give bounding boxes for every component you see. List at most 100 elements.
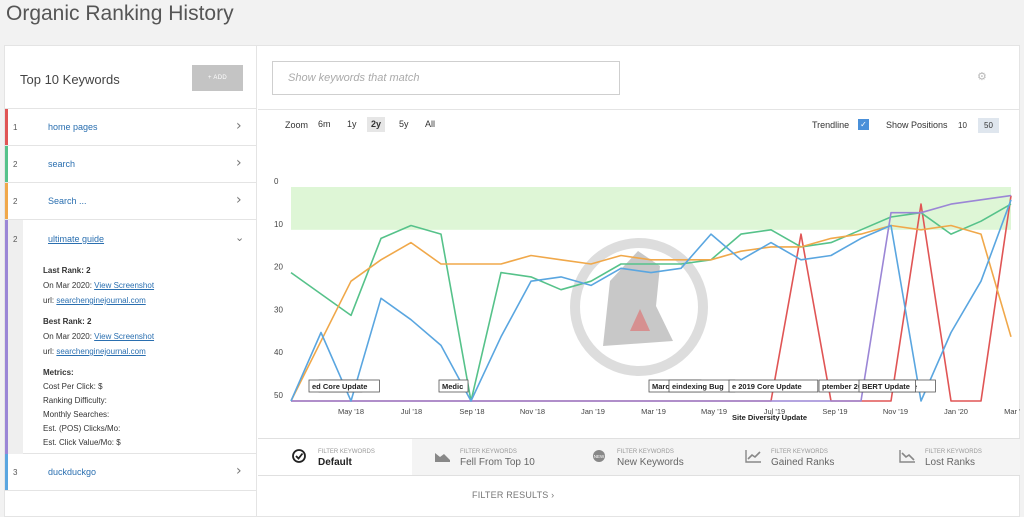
series-line: [290, 224, 1012, 402]
last-rank: Last Rank: 2: [43, 266, 91, 275]
positions-10-button[interactable]: 10: [958, 121, 967, 130]
keyword-label[interactable]: Search ...: [48, 196, 87, 206]
zoom-1y-button[interactable]: 1y: [347, 119, 357, 129]
keyword-row-home-pages[interactable]: 1 home pages ›: [5, 109, 257, 146]
new-badge-icon: NEW: [593, 450, 605, 462]
filter-tab-label: Gained Ranks: [771, 457, 835, 468]
metric-monthly-searches: Monthly Searches:: [43, 410, 110, 419]
filter-results-button[interactable]: FILTER RESULTS ›: [472, 490, 555, 500]
x-tick-label: Mar '20: [1004, 407, 1020, 416]
x-tick-label: Sep '18: [459, 407, 484, 416]
x-tick-label: Jul '18: [401, 407, 422, 416]
x-tick-label: May '18: [338, 407, 364, 416]
metrics-heading: Metrics:: [43, 368, 74, 377]
keyword-row-search-ellipsis[interactable]: 2 Search ... ›: [5, 183, 257, 220]
keyword-label[interactable]: duckduckgo: [48, 467, 97, 477]
keyword-label[interactable]: search: [48, 159, 76, 169]
gear-icon[interactable]: ⚙: [977, 70, 987, 83]
filter-tab-label: Default: [318, 457, 352, 468]
filter-small-label: FILTER KEYWORDS: [617, 449, 674, 455]
metric-est-clicks: Est. (POS) Clicks/Mo:: [43, 424, 121, 433]
zoom-5y-button[interactable]: 5y: [399, 119, 409, 129]
filter-tab-lost-ranks[interactable]: FILTER KEYWORDS Lost Ranks: [899, 439, 1019, 475]
chevron-right-icon[interactable]: ›: [236, 192, 242, 208]
zoom-all-button[interactable]: All: [425, 119, 436, 129]
trend-up-icon: [745, 450, 761, 463]
keyword-rank: 2: [13, 197, 18, 206]
check-circle-icon: [292, 449, 306, 463]
filter-small-label: FILTER KEYWORDS: [771, 449, 828, 455]
keyword-color-bar: [5, 146, 8, 182]
zoom-6m-button[interactable]: 6m: [318, 119, 331, 129]
y-tick-label: 30: [274, 305, 283, 314]
trendline-label: Trendline: [812, 120, 850, 130]
metric-est-click-value: Est. Click Value/Mo: $: [43, 438, 121, 447]
keyword-label[interactable]: home pages: [48, 122, 98, 132]
filter-tab-fell-from-top-10[interactable]: FILTER KEYWORDS Fell From Top 10: [434, 439, 574, 475]
annotation-box: [858, 379, 916, 393]
keyword-label[interactable]: ultimate guide: [48, 234, 105, 244]
filter-small-label: FILTER KEYWORDS: [925, 449, 982, 455]
series-line: [291, 194, 1012, 402]
detail-gutter: [8, 220, 23, 454]
annotation-label: ed Core Update: [312, 382, 367, 391]
filter-tab-default[interactable]: FILTER KEYWORDS Default: [258, 439, 412, 475]
metric-cost-per-click: Cost Per Click: $: [43, 382, 103, 391]
x-tick-label: Nov '19: [883, 407, 908, 416]
page-title: Organic Ranking History: [6, 2, 234, 25]
y-tick-label: 20: [274, 263, 283, 272]
x-tick-label: Jan '19: [581, 407, 605, 416]
annotation-label: BERT Update: [862, 382, 910, 391]
chevron-right-icon[interactable]: ›: [236, 155, 242, 171]
best-rank-url: url: searchenginejournal.com: [43, 347, 146, 356]
filter-tab-label: Lost Ranks: [925, 457, 976, 468]
chevron-right-icon[interactable]: ›: [236, 463, 242, 479]
url-link[interactable]: searchenginejournal.com: [56, 347, 146, 356]
keyword-detail-ultimate-guide: 2 ultimate guide ⌄ Last Rank: 2 On Mar 2…: [5, 220, 257, 454]
divider: [258, 109, 1020, 110]
keyword-color-bar: [5, 183, 8, 219]
keyword-color-bar: [5, 454, 8, 490]
trendline-checkbox[interactable]: ✓: [858, 119, 869, 130]
area-chart-down-icon: [435, 453, 450, 462]
keyword-rank: 3: [13, 468, 18, 477]
keyword-rank: 1: [13, 123, 18, 132]
filter-tab-gained-ranks[interactable]: FILTER KEYWORDS Gained Ranks: [745, 439, 875, 475]
keyword-row-duckduckgo[interactable]: 3 duckduckgo ›: [5, 454, 257, 491]
annotation-label: Medic: [442, 382, 463, 391]
series-line: [290, 199, 1012, 402]
positions-50-button[interactable]: 50: [978, 118, 999, 133]
x-tick-label: Jul '19: [764, 407, 785, 416]
keyword-filter-input[interactable]: Show keywords that match: [272, 61, 620, 95]
annotation-label: eindexing Bug: [672, 382, 724, 391]
chevron-right-icon[interactable]: ›: [236, 118, 242, 134]
zoom-label: Zoom: [285, 120, 309, 130]
x-tick-label: Mar '19: [641, 407, 666, 416]
y-tick-label: 40: [274, 348, 283, 357]
keyword-rank: 2: [13, 235, 18, 244]
keyword-color-bar: [5, 109, 8, 145]
add-keyword-button[interactable]: + ADD: [192, 65, 243, 91]
watermark-logo: [570, 238, 708, 376]
annotation-box: [728, 379, 819, 393]
x-tick-label: May '19: [701, 407, 727, 416]
keyword-color-bar: [5, 220, 8, 454]
annotation-label: e 2019 Core Update: [732, 382, 802, 391]
svg-text:NEW: NEW: [594, 454, 605, 459]
annotation-label: Site Diversity Update: [732, 413, 807, 421]
chevron-down-icon[interactable]: ⌄: [235, 231, 245, 244]
best-rank-date: On Mar 2020: View Screenshot: [43, 332, 155, 341]
keyword-row-search[interactable]: 2 search ›: [5, 146, 257, 183]
series-line: [290, 203, 1012, 402]
annotation-box: [438, 379, 469, 393]
zoom-2y-button[interactable]: 2y: [367, 117, 386, 132]
filter-tab-new-keywords[interactable]: NEW FILTER KEYWORDS New Keywords: [591, 439, 721, 475]
filter-tab-label: New Keywords: [617, 457, 684, 468]
view-screenshot-link[interactable]: View Screenshot: [94, 332, 155, 341]
filter-bar: FILTER KEYWORDS Default FILTER KEYWORDS …: [258, 438, 1020, 476]
last-rank-url: url: searchenginejournal.com: [43, 296, 146, 305]
ranking-panel: Top 10 Keywords + ADD 1 home pages › 2 s…: [4, 45, 1020, 517]
view-screenshot-link[interactable]: View Screenshot: [94, 281, 155, 290]
url-link[interactable]: searchenginejournal.com: [56, 296, 146, 305]
